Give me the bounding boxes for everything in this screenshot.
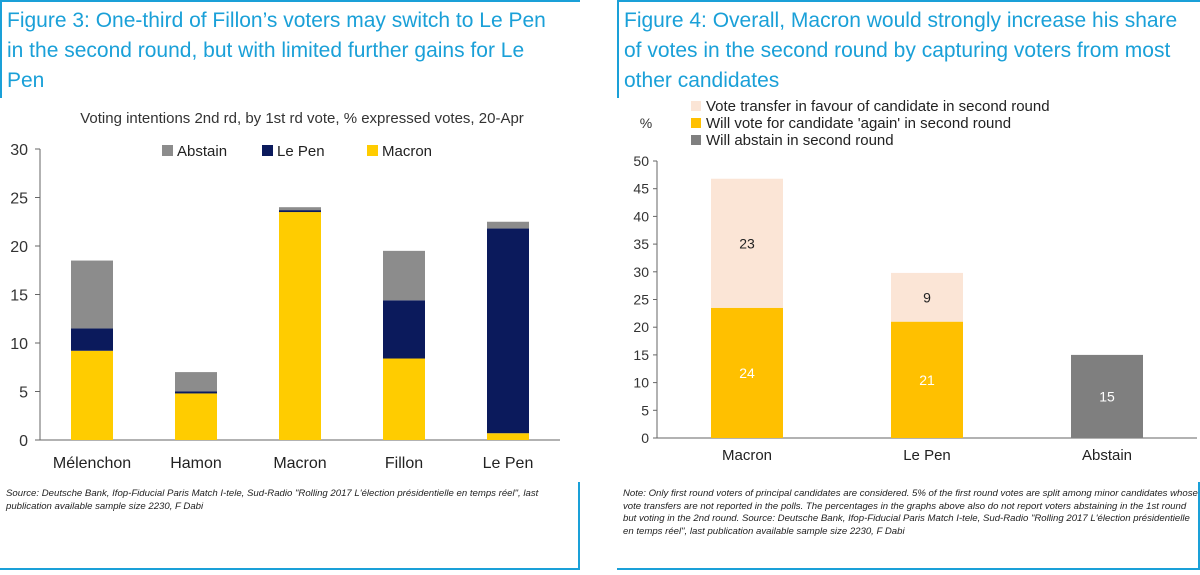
x-tick-label: Le Pen xyxy=(483,455,534,472)
figure-3-chart: Voting intentions 2nd rd, by 1st rd vote… xyxy=(10,110,560,472)
x-tick-label: Mélenchon xyxy=(53,455,131,472)
y-tick-label: 35 xyxy=(633,236,649,252)
y-tick-label: 0 xyxy=(641,430,649,446)
bar-macron-le-pen xyxy=(487,433,529,440)
legend-label-macron: Macron xyxy=(382,143,432,160)
bar-le-pen-fillon xyxy=(383,300,425,359)
legend-swatch-will-abstain-in-second-round xyxy=(691,135,701,145)
bar-abstain-hamon xyxy=(175,372,217,392)
legend-label-will-abstain-in-second-round: Will abstain in second round xyxy=(706,132,894,149)
x-tick-label: Abstain xyxy=(1082,447,1132,464)
figure-4-source: Note: Only first round voters of princip… xyxy=(623,488,1198,537)
figure-3-panel: Figure 3: One-third of Fillon’s voters m… xyxy=(0,0,580,575)
legend-label-le-pen: Le Pen xyxy=(277,143,325,160)
bar-vote-transfer-in-favour-of-candidate-in-second-round-macron xyxy=(711,178,783,308)
legend-swatch-vote-transfer-in-favour-of-candidate-in-second-round xyxy=(691,101,701,111)
bar-macron-m-lenchon xyxy=(71,350,113,440)
figure-4-chart: % 0 5 10 15 20 25 30 35 40 45 50 24 23 Macron 21 9 Le Pen… xyxy=(633,98,1197,464)
y-tick-label: 10 xyxy=(10,336,28,353)
x-tick-label: Hamon xyxy=(170,455,222,472)
y-tick-label: 20 xyxy=(633,319,649,335)
data-label-will-vote-for-candidate-again-in-second-round-le-pen: 21 xyxy=(919,372,935,388)
y-tick-label: 15 xyxy=(10,288,28,305)
figure-3-title-frame xyxy=(0,0,580,98)
figure-4-title: Figure 4: Overall, Macron would strongly… xyxy=(624,9,1178,92)
legend-label-abstain: Abstain xyxy=(177,143,227,160)
legend-label-will-vote-for-candidate-again-in-second-round: Will vote for candidate 'again' in secon… xyxy=(706,115,1011,132)
y-tick-label: 30 xyxy=(10,142,28,159)
bar-vote-transfer-in-favour-of-candidate-in-second-round-le-pen xyxy=(891,272,963,322)
y-tick-label: 15 xyxy=(633,347,649,363)
figure-3-source: Source: Deutsche Bank, Ifop-Fiducial Par… xyxy=(6,488,539,512)
bar-macron-macron xyxy=(279,212,321,440)
bar-macron-fillon xyxy=(383,358,425,440)
bar-abstain-m-lenchon xyxy=(71,260,113,329)
bar-abstain-macron xyxy=(279,207,321,211)
chart-title: Voting intentions 2nd rd, by 1st rd vote… xyxy=(80,110,524,127)
y-tick-label: 40 xyxy=(633,208,649,224)
data-label-vote-transfer-in-favour-of-candidate-in-second-round-macron: 23 xyxy=(739,235,755,251)
bar-le-pen-m-lenchon xyxy=(71,328,113,351)
y-tick-label: 20 xyxy=(10,239,28,256)
figure-3-footer-frame xyxy=(0,482,580,570)
legend-swatch-will-vote-for-candidate-again-in-second-round xyxy=(691,118,701,128)
x-tick-label: Macron xyxy=(273,455,326,472)
legend-swatch-macron xyxy=(367,145,378,156)
y-tick-label: 45 xyxy=(633,181,649,197)
bar-abstain-le-pen xyxy=(487,221,529,229)
bar-will-vote-for-candidate-again-in-second-round-macron xyxy=(711,307,783,438)
x-tick-label: Fillon xyxy=(385,455,423,472)
bar-macron-hamon xyxy=(175,393,217,440)
y-tick-label: 0 xyxy=(19,433,28,450)
y-axis-label: % xyxy=(640,115,652,131)
bar-le-pen-le-pen xyxy=(487,228,529,434)
figure-4-panel: Figure 4: Overall, Macron would strongly… xyxy=(617,0,1200,575)
bar-abstain-fillon xyxy=(383,250,425,301)
data-label-vote-transfer-in-favour-of-candidate-in-second-round-le-pen: 9 xyxy=(923,289,931,305)
x-tick-label: Macron xyxy=(722,447,772,464)
figure-4-footer-frame xyxy=(617,482,1200,570)
legend-label-vote-transfer-in-favour-of-candidate-in-second-round: Vote transfer in favour of candidate in … xyxy=(706,98,1050,115)
bar-le-pen-macron xyxy=(279,210,321,213)
figure-4-title-frame xyxy=(617,0,1200,98)
y-tick-label: 25 xyxy=(10,191,28,208)
y-tick-label: 30 xyxy=(633,264,649,280)
y-tick-label: 50 xyxy=(633,153,649,169)
legend-swatch-le-pen xyxy=(262,145,273,156)
bar-will-vote-for-candidate-again-in-second-round-le-pen xyxy=(891,321,963,438)
x-tick-label: Le Pen xyxy=(903,447,951,464)
data-label-will-abstain-in-second-round-abstain: 15 xyxy=(1099,388,1115,404)
legend-swatch-abstain xyxy=(162,145,173,156)
data-label-will-vote-for-candidate-again-in-second-round-macron: 24 xyxy=(739,365,755,381)
y-tick-label: 5 xyxy=(641,402,649,418)
bar-le-pen-hamon xyxy=(175,391,217,394)
y-tick-label: 10 xyxy=(633,375,649,391)
y-tick-label: 25 xyxy=(633,292,649,308)
bar-will-abstain-in-second-round-abstain xyxy=(1071,354,1143,438)
y-tick-label: 5 xyxy=(19,385,28,402)
figure-3-title: Figure 3: One-third of Fillon’s voters m… xyxy=(7,9,546,92)
